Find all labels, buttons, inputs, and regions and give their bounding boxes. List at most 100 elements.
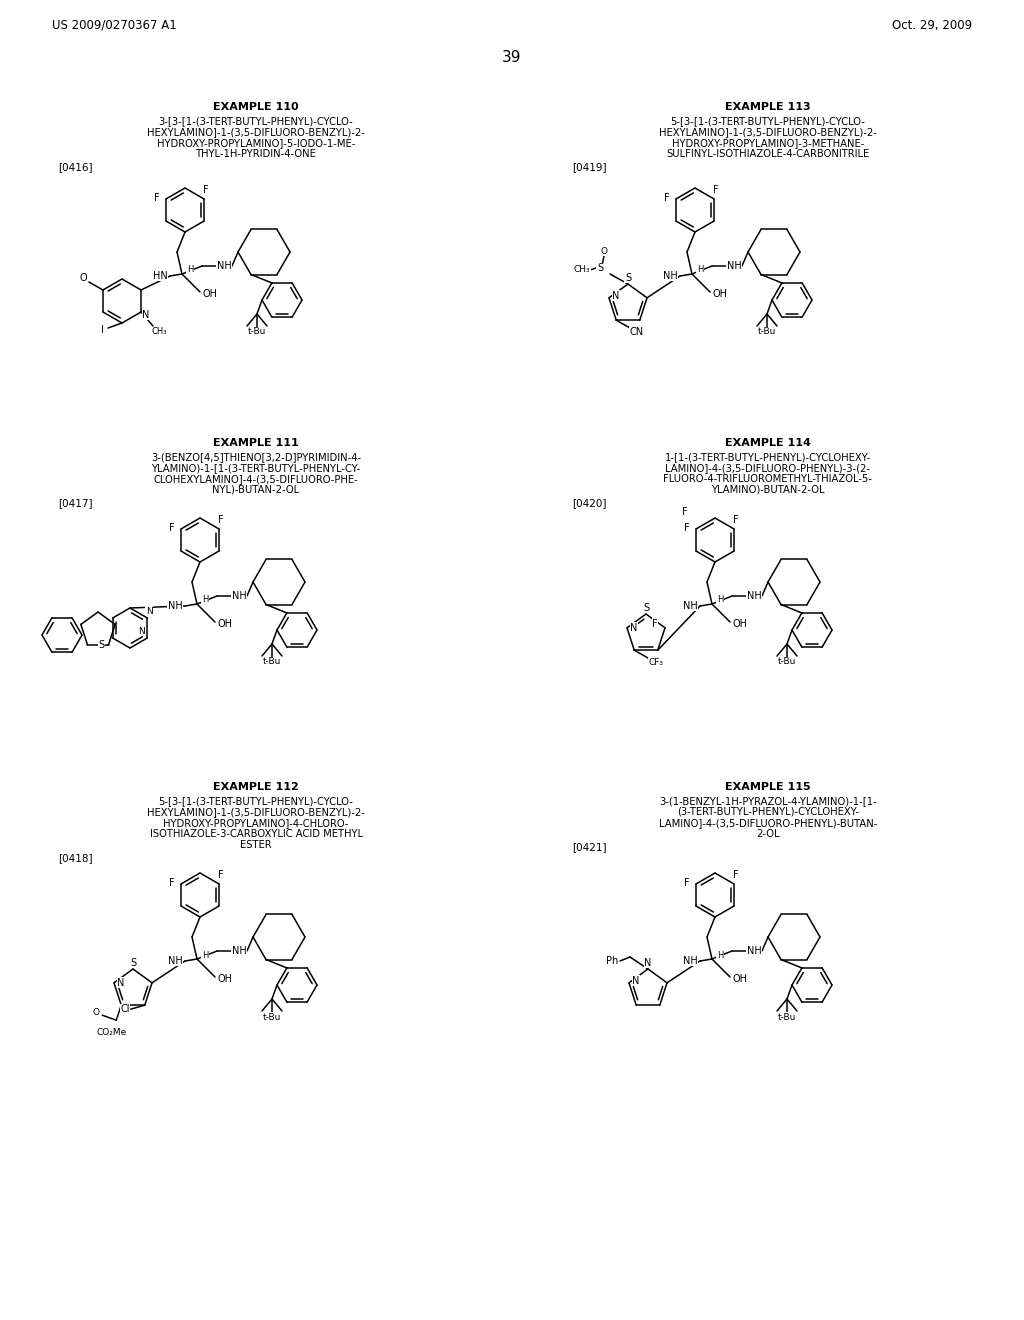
Text: EXAMPLE 113: EXAMPLE 113 [725,102,811,112]
Text: O: O [79,273,87,282]
Text: SULFINYL-ISOTHIAZOLE-4-CARBONITRILE: SULFINYL-ISOTHIAZOLE-4-CARBONITRILE [667,149,869,158]
Text: CN: CN [629,327,643,337]
Text: F: F [218,870,224,880]
Text: [0417]: [0417] [58,498,92,508]
Text: 5-[3-[1-(3-TERT-BUTYL-PHENYL)-CYCLO-: 5-[3-[1-(3-TERT-BUTYL-PHENYL)-CYCLO- [159,796,353,807]
Text: EXAMPLE 114: EXAMPLE 114 [725,438,811,447]
Text: F: F [684,878,690,888]
Text: US 2009/0270367 A1: US 2009/0270367 A1 [52,18,177,32]
Text: F: F [665,193,670,203]
Text: S: S [643,603,649,612]
Text: t-Bu: t-Bu [263,657,282,667]
Text: LAMINO]-4-(3,5-DIFLUORO-PHENYL)-3-(2-: LAMINO]-4-(3,5-DIFLUORO-PHENYL)-3-(2- [666,463,870,473]
Text: I: I [100,325,103,335]
Text: ESTER: ESTER [241,840,271,850]
Text: 3-(1-BENZYL-1H-PYRAZOL-4-YLAMINO)-1-[1-: 3-(1-BENZYL-1H-PYRAZOL-4-YLAMINO)-1-[1- [659,796,877,807]
Text: Cl: Cl [120,1005,129,1014]
Text: t-Bu: t-Bu [778,657,797,667]
Text: N: N [138,627,144,635]
Text: EXAMPLE 111: EXAMPLE 111 [213,438,299,447]
Text: 3-[3-[1-(3-TERT-BUTYL-PHENYL)-CYCLO-: 3-[3-[1-(3-TERT-BUTYL-PHENYL)-CYCLO- [159,116,353,125]
Text: S: S [625,273,631,282]
Text: F: F [733,515,738,525]
Text: F: F [684,523,690,533]
Text: NH: NH [746,946,762,956]
Text: NH: NH [168,601,182,611]
Text: NH: NH [727,261,741,271]
Text: O: O [93,1007,99,1016]
Text: (3-TERT-BUTYL-PHENYL)-CYCLOHEXY-: (3-TERT-BUTYL-PHENYL)-CYCLOHEXY- [677,807,859,817]
Text: OH: OH [217,974,232,983]
Text: [0418]: [0418] [58,853,92,863]
Text: [0416]: [0416] [58,162,92,172]
Text: NH: NH [217,261,231,271]
Text: HYDROXY-PROPYLAMINO]-5-IODO-1-ME-: HYDROXY-PROPYLAMINO]-5-IODO-1-ME- [157,139,355,148]
Text: CLOHEXYLAMINO]-4-(3,5-DIFLUORO-PHE-: CLOHEXYLAMINO]-4-(3,5-DIFLUORO-PHE- [154,474,358,484]
Text: 1-[1-(3-TERT-BUTYL-PHENYL)-CYCLOHEXY-: 1-[1-(3-TERT-BUTYL-PHENYL)-CYCLOHEXY- [665,451,871,462]
Text: F: F [713,185,719,195]
Text: ISOTHIAZOLE-3-CARBOXYLIC ACID METHYL: ISOTHIAZOLE-3-CARBOXYLIC ACID METHYL [150,829,362,840]
Text: H: H [717,595,723,605]
Text: N: N [644,958,651,968]
Text: t-Bu: t-Bu [758,327,776,337]
Text: OH: OH [732,974,748,983]
Text: 5-[3-[1-(3-TERT-BUTYL-PHENYL)-CYCLO-: 5-[3-[1-(3-TERT-BUTYL-PHENYL)-CYCLO- [671,116,865,125]
Text: H: H [202,950,208,960]
Text: OH: OH [203,289,217,300]
Text: 39: 39 [502,50,522,66]
Text: HEXYLAMINO]-1-(3,5-DIFLUORO-BENZYL)-2-: HEXYLAMINO]-1-(3,5-DIFLUORO-BENZYL)-2- [147,127,365,137]
Text: 3-(BENZO[4,5]THIENO[3,2-D]PYRIMIDIN-4-: 3-(BENZO[4,5]THIENO[3,2-D]PYRIMIDIN-4- [151,451,361,462]
Text: S: S [597,263,603,273]
Text: NH: NH [683,956,697,966]
Text: YLAMINO)-1-[1-(3-TERT-BUTYL-PHENYL-CY-: YLAMINO)-1-[1-(3-TERT-BUTYL-PHENYL-CY- [152,463,360,473]
Text: F: F [169,523,175,533]
Text: NH: NH [231,591,247,601]
Text: t-Bu: t-Bu [263,1012,282,1022]
Text: LAMINO]-4-(3,5-DIFLUORO-PHENYL)-BUTAN-: LAMINO]-4-(3,5-DIFLUORO-PHENYL)-BUTAN- [658,818,878,828]
Text: NH: NH [663,271,677,281]
Text: N: N [118,978,125,987]
Text: Oct. 29, 2009: Oct. 29, 2009 [892,18,972,32]
Text: N: N [142,310,150,319]
Text: CF₃: CF₃ [649,657,664,667]
Text: HYDROXY-PROPYLAMINO]-4-CHLORO-: HYDROXY-PROPYLAMINO]-4-CHLORO- [163,818,349,828]
Text: THYL-1H-PYRIDIN-4-ONE: THYL-1H-PYRIDIN-4-ONE [196,149,316,158]
Text: F: F [733,870,738,880]
Text: HN: HN [153,271,167,281]
Text: HYDROXY-PROPYLAMINO]-3-METHANE-: HYDROXY-PROPYLAMINO]-3-METHANE- [672,139,864,148]
Text: F: F [155,193,160,203]
Text: H: H [696,265,703,275]
Text: N: N [146,606,153,615]
Text: CH₃: CH₃ [573,265,590,275]
Text: [0420]: [0420] [572,498,606,508]
Text: F: F [169,878,175,888]
Text: [0421]: [0421] [572,842,606,851]
Text: N: N [632,975,640,986]
Text: NH: NH [746,591,762,601]
Text: OH: OH [732,619,748,630]
Text: FLUORO-4-TRIFLUOROMETHYL-THIAZOL-5-: FLUORO-4-TRIFLUOROMETHYL-THIAZOL-5- [664,474,872,484]
Text: 2-OL: 2-OL [757,829,779,840]
Text: [0419]: [0419] [572,162,606,172]
Text: F: F [652,619,657,628]
Text: F: F [682,507,688,517]
Text: EXAMPLE 110: EXAMPLE 110 [213,102,299,112]
Text: NH: NH [168,956,182,966]
Text: CH₃: CH₃ [152,327,167,337]
Text: CO₂Me: CO₂Me [96,1028,126,1036]
Text: NYL)-BUTAN-2-OL: NYL)-BUTAN-2-OL [212,484,300,495]
Text: F: F [203,185,209,195]
Text: N: N [631,623,638,632]
Text: S: S [130,958,136,968]
Text: NH: NH [231,946,247,956]
Text: OH: OH [713,289,727,300]
Text: F: F [218,515,224,525]
Text: t-Bu: t-Bu [248,327,266,337]
Text: t-Bu: t-Bu [778,1012,797,1022]
Text: N: N [612,290,620,301]
Text: HEXYLAMINO]-1-(3,5-DIFLUORO-BENZYL)-2-: HEXYLAMINO]-1-(3,5-DIFLUORO-BENZYL)-2- [659,127,877,137]
Text: O: O [600,247,607,256]
Text: NH: NH [683,601,697,611]
Text: Ph: Ph [606,956,618,966]
Text: H: H [202,595,208,605]
